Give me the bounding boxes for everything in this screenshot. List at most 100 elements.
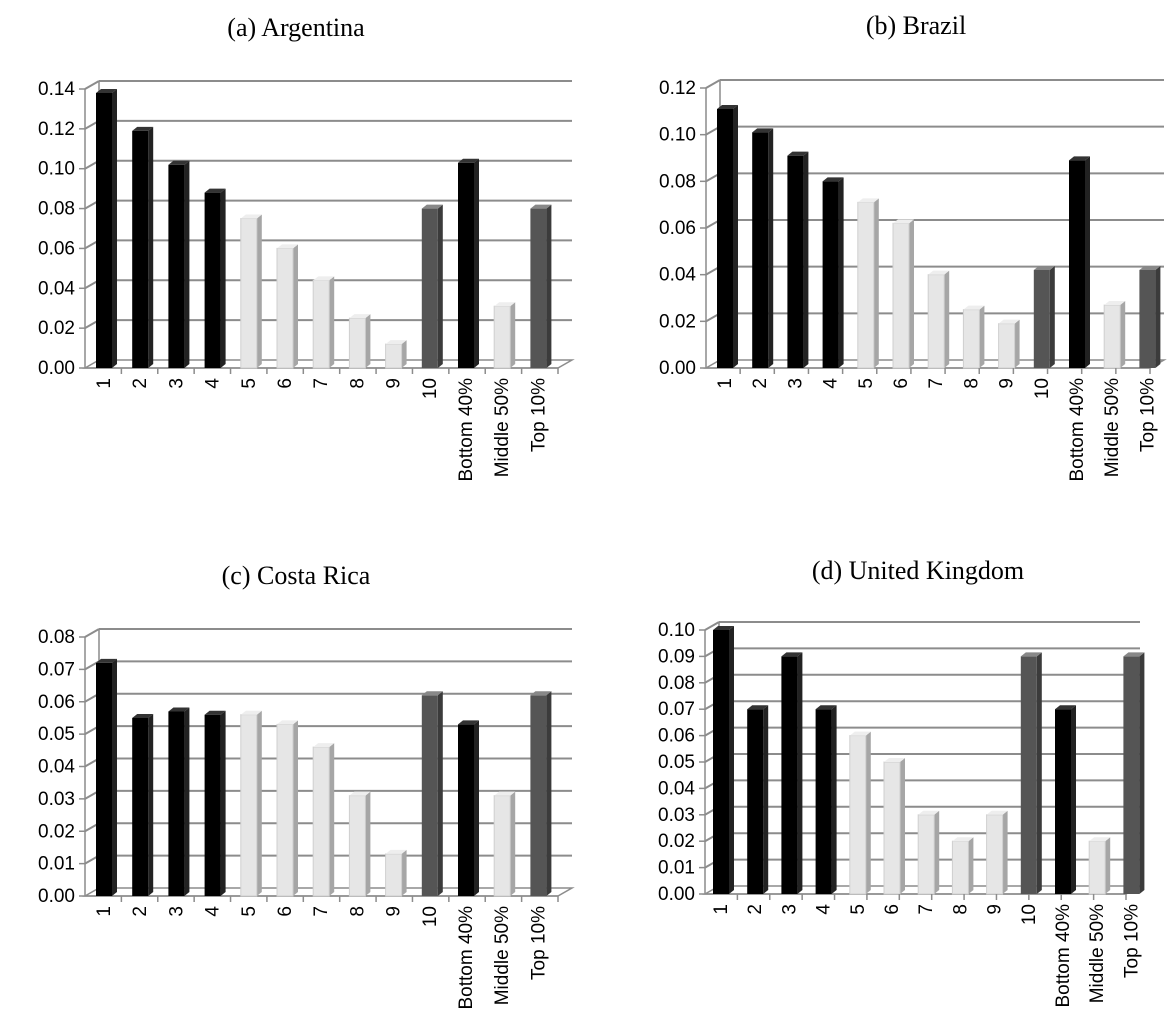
bar-side	[546, 204, 552, 368]
bar	[132, 126, 154, 368]
bar-front	[857, 201, 875, 369]
bar-side	[1049, 266, 1055, 368]
bar-front	[781, 656, 798, 894]
bar-front	[348, 317, 366, 369]
bar-front	[312, 279, 330, 369]
x-tick-label: Top 10%	[528, 378, 549, 452]
bar-front	[1069, 160, 1085, 368]
bar-top	[168, 160, 190, 165]
bar-front	[493, 795, 511, 897]
bar-top	[787, 151, 809, 156]
chart-title: (b) Brazil	[866, 11, 966, 40]
x-tick-label: 3	[785, 378, 806, 389]
x-tick-label: Middle 50%	[1087, 904, 1108, 1003]
x-tick-label: 8	[961, 378, 982, 389]
bar-side	[768, 128, 774, 368]
bar-front	[240, 218, 258, 369]
bar-side	[900, 758, 905, 894]
bar-front	[276, 247, 294, 369]
x-tick-label: Top 10%	[528, 906, 549, 980]
y-tick-label: 0.06	[38, 238, 75, 259]
chart-title: (a) Argentina	[227, 13, 365, 42]
chart-title: (d) United Kingdom	[812, 556, 1024, 585]
bar-front	[1139, 270, 1156, 368]
y-tick-label: 0.07	[38, 659, 75, 680]
bar-top	[458, 158, 479, 163]
bar-front	[927, 274, 945, 369]
bar-top	[1104, 301, 1126, 305]
bar	[132, 713, 154, 896]
x-tick-label: 2	[130, 906, 151, 917]
bar-front	[917, 814, 935, 895]
x-tick-label: 1	[711, 904, 732, 915]
bar	[713, 626, 734, 894]
x-tick-label: 6	[882, 904, 903, 915]
bar-top	[998, 319, 1020, 324]
y-tick-label: 0.02	[659, 311, 696, 332]
bar-top	[717, 105, 738, 109]
bar-front	[96, 92, 112, 368]
bar-front	[849, 735, 867, 895]
bar	[752, 128, 774, 368]
bar-top	[277, 244, 298, 249]
bar	[883, 758, 905, 895]
bar-side	[1002, 810, 1008, 894]
bar	[204, 710, 226, 896]
bar-top	[530, 204, 552, 209]
bar-front	[1055, 709, 1071, 894]
y-tick-label: 0.02	[38, 821, 75, 842]
bar	[927, 270, 950, 369]
x-tick-label: Middle 50%	[492, 378, 513, 477]
bar-side	[1139, 652, 1145, 894]
bar-side	[510, 791, 516, 896]
bar-side	[112, 658, 117, 896]
bar-front	[240, 714, 258, 897]
bar	[168, 160, 190, 368]
x-tick-label: Top 10%	[1137, 378, 1158, 452]
x-tick-label: Top 10%	[1121, 904, 1142, 978]
bar	[276, 244, 298, 369]
y-tick-label: 0.07	[658, 699, 695, 720]
bar-side	[546, 691, 552, 896]
x-tick-label: 7	[916, 904, 937, 915]
x-tick-label: 7	[311, 378, 332, 389]
bar	[917, 810, 940, 895]
bar-top	[385, 340, 407, 345]
bar	[1103, 301, 1126, 369]
bar-front	[421, 208, 438, 368]
bar-front	[1033, 270, 1050, 368]
bar-side	[437, 204, 443, 368]
bar	[458, 720, 479, 896]
bar	[204, 188, 226, 368]
bar-top	[277, 720, 298, 725]
y-tick-label: 0.00	[38, 886, 75, 907]
bar	[385, 849, 407, 897]
x-tick-label: 3	[166, 906, 187, 917]
gridline-diagonal	[84, 628, 100, 638]
bar-top	[1123, 652, 1145, 657]
x-tick-label: 3	[166, 378, 187, 389]
bar-front	[493, 305, 511, 369]
bar	[1020, 652, 1042, 894]
x-tick-label: 6	[275, 378, 296, 389]
bar-top	[1139, 266, 1161, 270]
chart-panel-4: (d) United Kingdom 0.00 0.01 0.02 0.03 0.04 0.…	[658, 556, 1145, 1008]
bar	[1055, 705, 1076, 894]
y-tick-label: 0.06	[658, 726, 695, 747]
bar-front	[815, 709, 832, 894]
bar-front	[348, 795, 366, 897]
bar-side	[1071, 705, 1076, 894]
bar-side	[729, 626, 734, 894]
bar-front	[204, 714, 221, 896]
bar	[421, 204, 443, 368]
bar-top	[530, 691, 552, 696]
bar-side	[112, 88, 117, 368]
x-tick-label: Bottom 40%	[1067, 378, 1088, 482]
bar-front	[132, 717, 149, 896]
bar-front	[747, 709, 764, 894]
bar-top	[918, 810, 940, 815]
bar-front	[530, 208, 547, 368]
chart-panel-3: (c) Costa Rica 0.00 0.01 0.02 0.03 0.04 0.05 0.…	[38, 561, 575, 1010]
y-tick-label: 0.04	[659, 265, 696, 286]
y-tick-label: 0.02	[658, 831, 695, 852]
